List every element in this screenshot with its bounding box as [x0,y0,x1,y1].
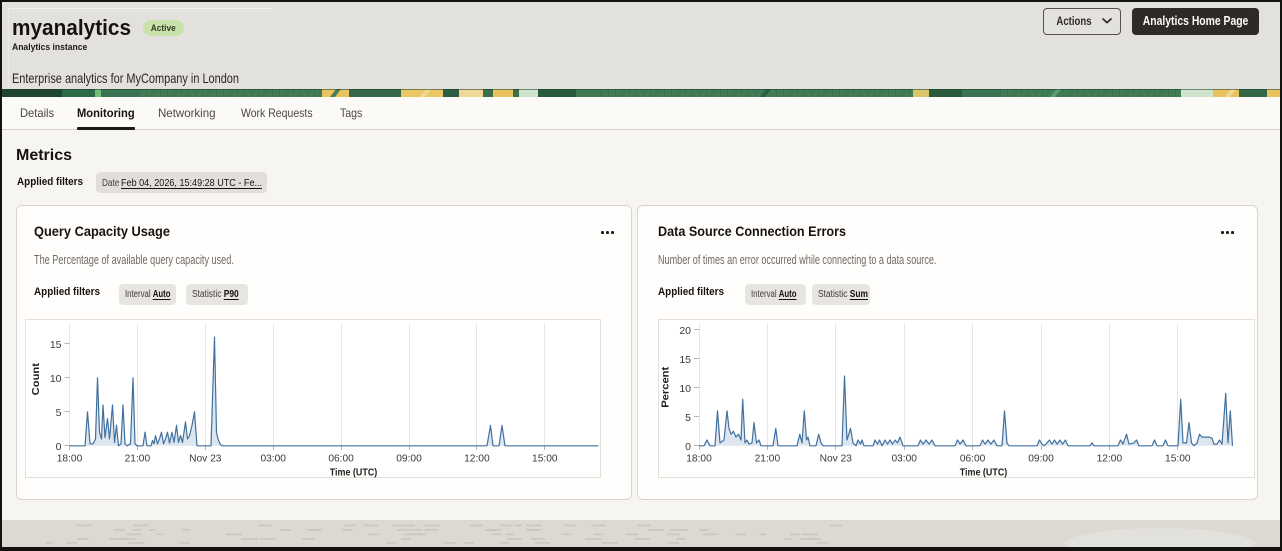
svg-text:5: 5 [56,407,62,419]
svg-text:12:00: 12:00 [1097,454,1123,465]
svg-text:15: 15 [50,339,62,351]
svg-text:03:00: 03:00 [891,454,917,465]
svg-text:06:00: 06:00 [960,454,986,465]
svg-text:15:00: 15:00 [1165,454,1191,465]
svg-text:12:00: 12:00 [464,454,490,465]
svg-text:20: 20 [679,325,691,337]
svg-text:09:00: 09:00 [1028,454,1054,465]
svg-text:03:00: 03:00 [260,454,286,465]
svg-text:10: 10 [679,383,691,395]
svg-text:09:00: 09:00 [396,454,422,465]
svg-text:15:00: 15:00 [532,454,558,465]
svg-text:10: 10 [50,373,62,385]
svg-text:Count: Count [30,363,42,396]
svg-text:21:00: 21:00 [755,454,781,465]
svg-text:21:00: 21:00 [125,454,151,465]
svg-text:06:00: 06:00 [328,454,354,465]
svg-text:0: 0 [685,441,691,453]
svg-text:15: 15 [679,354,691,366]
svg-text:Percent: Percent [659,366,671,408]
svg-text:Time (UTC): Time (UTC) [960,466,1008,478]
svg-text:0: 0 [56,441,62,453]
svg-text:18:00: 18:00 [686,454,712,465]
svg-text:5: 5 [685,412,691,424]
svg-text:Nov 23: Nov 23 [189,454,222,465]
svg-text:Time (UTC): Time (UTC) [330,466,378,478]
svg-text:18:00: 18:00 [57,454,83,465]
svg-text:Nov 23: Nov 23 [820,454,853,465]
